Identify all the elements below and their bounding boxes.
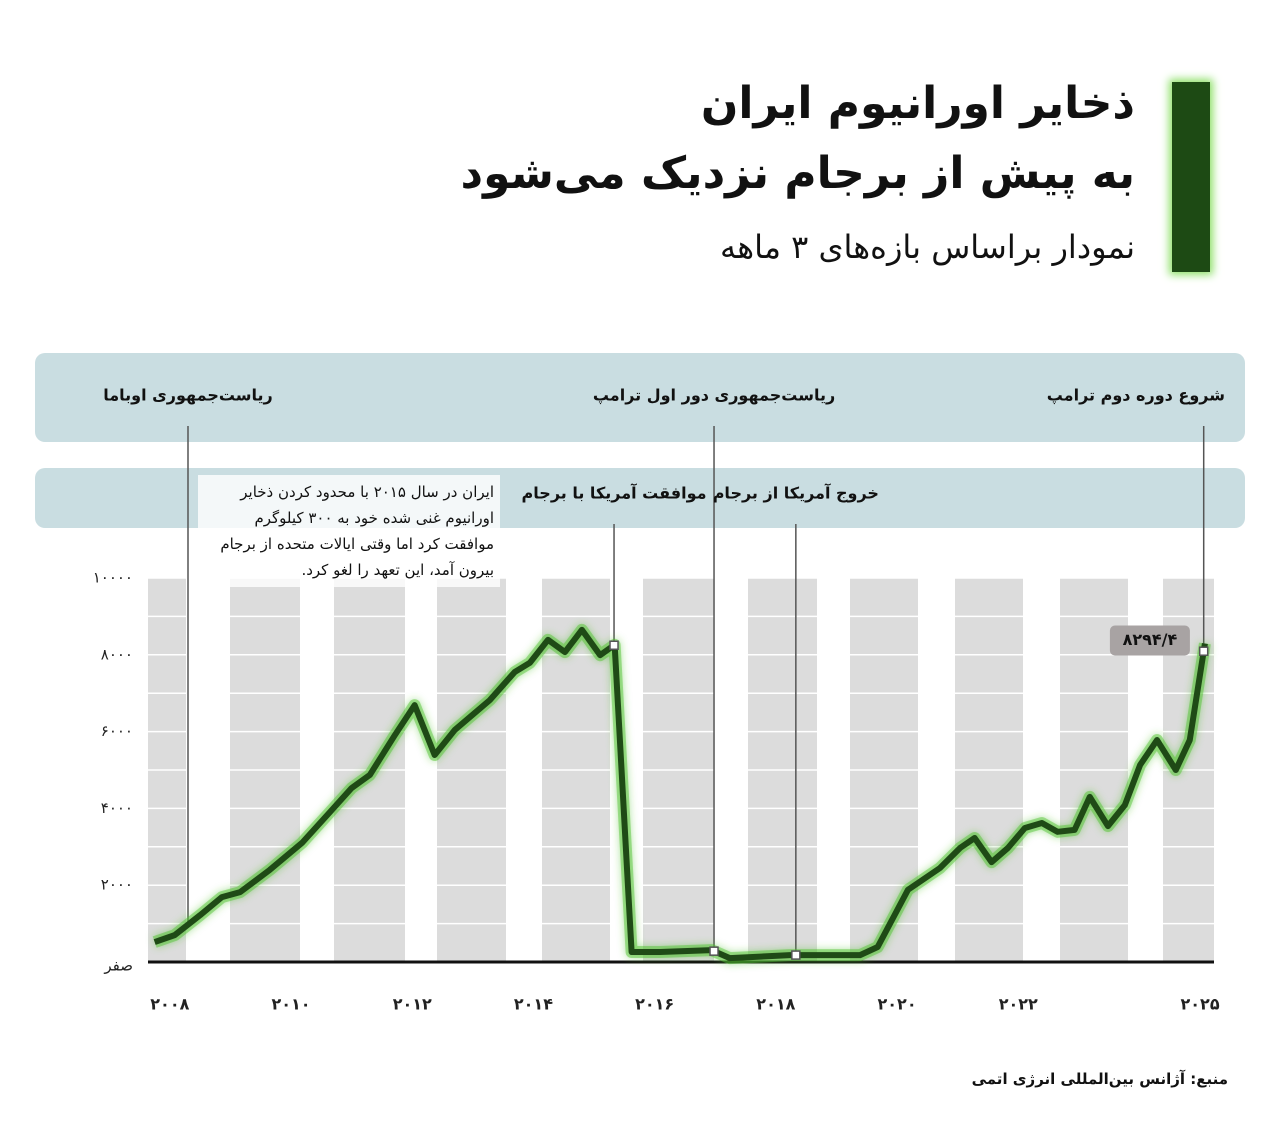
title: به پیش از برجام نزدیک می‌شود (460, 148, 1135, 199)
y-tick-label: صفر (103, 957, 133, 975)
x-tick-label: ۲۰۱۰ (271, 995, 310, 1014)
x-tick-label: ۲۰۲۲ (999, 995, 1038, 1014)
event-label: ریاست‌جمهوری دور اول ترامپ (593, 386, 835, 406)
event-label: ریاست‌جمهوری اوباما (103, 386, 273, 405)
x-tick-label: ۲۰۲۰ (878, 995, 917, 1014)
x-tick-label: ۲۰۱۶ (635, 995, 674, 1014)
y-tick-label: ۶۰۰۰ (101, 722, 133, 740)
x-tick-label: ۲۰۱۴ (514, 995, 553, 1014)
y-tick-label: ۲۰۰۰ (101, 876, 133, 894)
event-marker (709, 946, 719, 956)
y-tick-label: ۴۰۰۰ (101, 799, 133, 817)
x-tick-label: ۲۰۲۵ (1181, 995, 1220, 1014)
event-label: موافقت آمریکا با برجام (522, 483, 707, 503)
x-tick-label: ۲۰۱۸ (756, 995, 795, 1014)
event-marker (791, 950, 801, 960)
title: ذخایر اورانیوم ایران (700, 78, 1135, 129)
annotation: ایران در سال ۲۰۱۵ با محدود کردن ذخایر او… (198, 475, 500, 587)
value-label: ۸۲۹۴/۴ (1123, 630, 1178, 649)
title-accent (1172, 82, 1210, 272)
subtitle: نمودار براساس بازه‌های ۳ ماهه (720, 228, 1135, 266)
presidency-band (35, 353, 1245, 442)
event-label: شروع دوره دوم ترامپ (1047, 386, 1225, 406)
plot: ۸۲۹۴/۴ (152, 623, 1211, 965)
y-tick-label: ۸۰۰۰ (101, 645, 133, 663)
x-tick-label: ۲۰۰۸ (150, 995, 189, 1014)
event-marker (1198, 646, 1209, 656)
source: منبع: آژانس بین‌المللی انرژی اتمی (971, 1070, 1228, 1088)
event-marker (609, 640, 619, 650)
y-tick-label: ۱۰۰۰۰ (93, 569, 133, 587)
event-label: خروج آمریکا از برجام (713, 483, 879, 503)
events: ریاست‌جمهوری اوباما ریاست‌جمهوری دور اول … (103, 386, 1225, 956)
x-tick-label: ۲۰۱۲ (393, 995, 432, 1014)
value-label-box (1109, 625, 1190, 656)
data-line (153, 626, 1208, 962)
